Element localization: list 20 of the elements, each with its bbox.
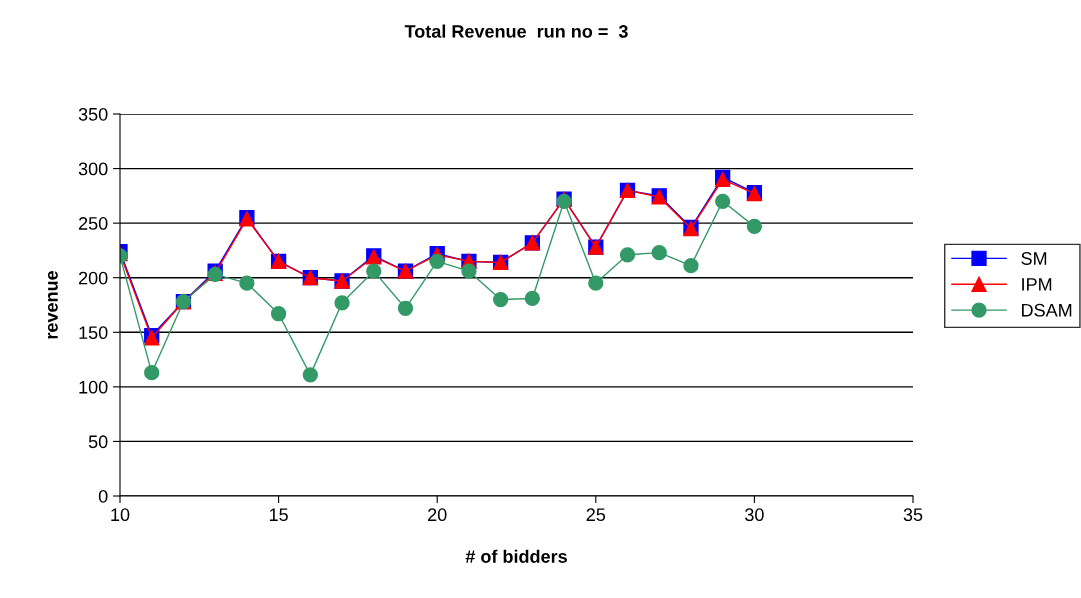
y-tick-label: 250	[78, 217, 108, 230]
y-tick-label: 150	[79, 326, 108, 340]
y-tick-label: 100	[79, 380, 108, 394]
chart-title: Total Revenue run no = 3	[404, 24, 628, 38]
y-axis-title: revenue	[47, 270, 58, 339]
x-tick-label: 30	[745, 508, 764, 522]
legend-label: SM	[1021, 252, 1047, 265]
y-tick-label: 350	[78, 107, 108, 121]
x-axis-title: # of bidders	[465, 549, 567, 563]
y-tick-label: 200	[78, 271, 108, 285]
x-tick-label: 20	[428, 508, 447, 522]
legend-label: IPM	[1022, 278, 1052, 291]
y-tick-label: 50	[88, 435, 108, 449]
y-tick-label: 300	[78, 162, 108, 176]
x-tick-label: 35	[903, 508, 923, 522]
y-tick-label: 0	[98, 489, 108, 503]
x-tick-label: 25	[586, 508, 606, 522]
x-tick-label: 15	[269, 508, 288, 522]
x-tick-label: 10	[111, 508, 130, 522]
legend-label: DSAM	[1022, 303, 1072, 317]
